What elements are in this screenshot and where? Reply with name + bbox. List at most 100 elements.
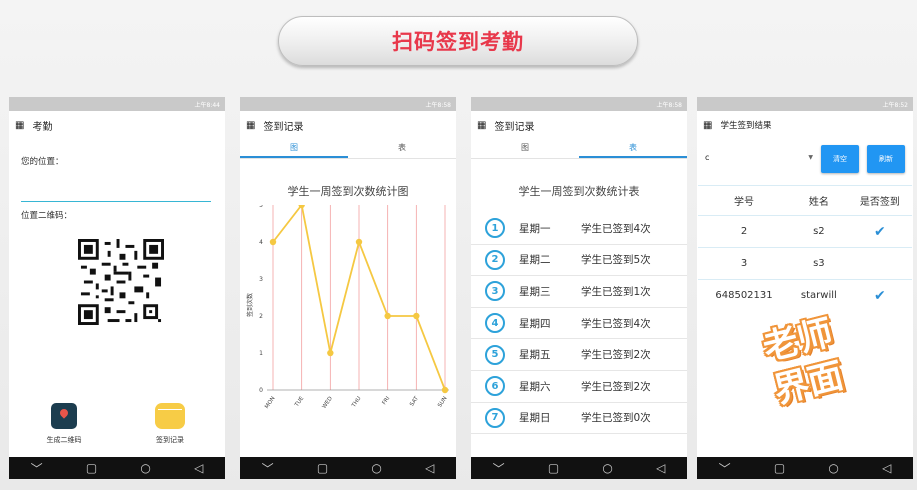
results-table: 学号 姓名 是否签到 2 s2 ✔ 3 s3 648502131 starwill ✔ xyxy=(698,185,912,312)
count-text: 学生已签到0次 xyxy=(581,412,651,425)
refresh-button[interactable]: 刷新 xyxy=(867,145,905,173)
count-text: 学生已签到4次 xyxy=(581,222,651,235)
weekly-list: 1 星期一 学生已签到4次 2 星期二 学生已签到5次 3 星期三 学生已签到1次 4 星期四 学生已… xyxy=(471,213,687,435)
number-circle: 7 xyxy=(485,407,505,428)
back-chevron-icon[interactable]: ﹀ xyxy=(492,461,505,476)
tab-table[interactable]: 表 xyxy=(579,139,687,158)
app-bar: ▦ 签到记录 xyxy=(240,111,456,139)
tab-chart[interactable]: 图 xyxy=(240,139,348,158)
back-chevron-icon[interactable]: ﹀ xyxy=(718,461,731,476)
nav-bar: ﹀ ▢ ○ ◁ xyxy=(471,457,687,479)
number-circle: 1 xyxy=(485,218,505,239)
tab-bar: 图 表 xyxy=(240,139,456,159)
page-title: 学生签到结果 xyxy=(720,121,772,131)
home-square-icon[interactable]: ▢ xyxy=(85,461,98,475)
qr-label: 位置二维码： xyxy=(21,211,73,221)
day-label: 星期日 xyxy=(519,412,551,425)
x-tick-label: WED xyxy=(322,396,334,410)
generate-qr-button[interactable]: 生成二维码 xyxy=(19,403,109,445)
y-tick-label: 5 xyxy=(259,205,263,209)
status-time: 上午8:52 xyxy=(882,101,908,109)
location-field[interactable] xyxy=(21,201,211,202)
triangle-back-icon[interactable]: ◁ xyxy=(425,461,435,475)
header-id: 学号 xyxy=(698,185,791,216)
list-item: 2 星期二 学生已签到5次 xyxy=(471,245,687,277)
phone-attendance: 上午8:44 ▦ 考勤 您的位置： 位置二维码： xyxy=(9,97,225,479)
cell-checked xyxy=(847,247,912,280)
header-name: 姓名 xyxy=(790,185,848,216)
check-icon: ✔ xyxy=(873,223,886,240)
page-title: 考勤 xyxy=(32,121,53,133)
status-bar: 上午8:58 xyxy=(240,97,456,111)
app-icon: ▦ xyxy=(15,119,25,131)
y-tick-label: 0 xyxy=(259,387,263,394)
cell-name: starwill xyxy=(790,279,848,312)
data-point xyxy=(269,238,277,246)
x-tick-label: SAT xyxy=(409,395,420,407)
home-square-icon[interactable]: ▢ xyxy=(547,461,560,475)
tab-table[interactable]: 表 xyxy=(398,143,406,152)
app-icon: ▦ xyxy=(703,119,713,131)
back-chevron-icon[interactable]: ﹀ xyxy=(30,461,43,476)
class-dropdown[interactable]: c ▼ xyxy=(705,145,813,171)
header-checked: 是否签到 xyxy=(847,185,912,216)
clear-button[interactable]: 清空 xyxy=(821,145,859,173)
table-row[interactable]: 2 s2 ✔ xyxy=(698,215,912,248)
count-text: 学生已签到4次 xyxy=(581,317,651,330)
data-point xyxy=(413,312,420,320)
circle-icon[interactable]: ○ xyxy=(828,461,839,475)
banner-title: 扫码签到考勤 xyxy=(392,30,524,54)
list-item: 1 星期一 学生已签到4次 xyxy=(471,213,687,245)
list-item: 6 星期六 学生已签到2次 xyxy=(471,371,687,403)
count-text: 学生已签到5次 xyxy=(581,254,651,267)
status-time: 上午8:44 xyxy=(194,101,220,109)
home-square-icon[interactable]: ▢ xyxy=(316,461,329,475)
line-chart: 0 1 2 3 4 5 签到次数 MON TUE WED THU FRI SAT SUN xyxy=(246,205,449,410)
cell-id: 648502131 xyxy=(698,279,791,312)
controls-row: c ▼ 清空 刷新 xyxy=(697,145,913,175)
day-label: 星期二 xyxy=(519,254,551,267)
status-bar: 上午8:58 xyxy=(471,97,687,111)
cell-name: s2 xyxy=(790,215,848,248)
home-square-icon[interactable]: ▢ xyxy=(773,461,786,475)
phone-records-chart: 上午8:58 ▦ 签到记录 图 表 学生一周签到次数统计图 0 1 2 3 4 5 签到次数… xyxy=(240,97,456,479)
circle-icon[interactable]: ○ xyxy=(371,461,382,475)
x-tick-label: SUN xyxy=(437,396,449,409)
caret-down-icon: ▼ xyxy=(808,154,813,161)
map-pin-icon xyxy=(51,403,77,429)
x-tick-label: TUE xyxy=(294,395,306,409)
data-point xyxy=(355,238,363,246)
cell-id: 2 xyxy=(698,215,791,248)
folder-icon xyxy=(155,403,185,429)
list-item: 5 星期五 学生已签到2次 xyxy=(471,339,687,371)
circle-icon[interactable]: ○ xyxy=(602,461,613,475)
status-time: 上午8:58 xyxy=(425,101,451,109)
table-row[interactable]: 648502131 starwill ✔ xyxy=(698,279,912,312)
status-time: 上午8:58 xyxy=(656,101,682,109)
cell-checked: ✔ xyxy=(847,215,912,248)
triangle-back-icon[interactable]: ◁ xyxy=(194,461,204,475)
y-axis-label: 签到次数 xyxy=(246,293,254,317)
triangle-back-icon[interactable]: ◁ xyxy=(882,461,892,475)
table-row[interactable]: 3 s3 xyxy=(698,247,912,280)
tab-chart[interactable]: 图 xyxy=(521,143,529,152)
table-header: 学号 姓名 是否签到 xyxy=(698,185,912,216)
back-chevron-icon[interactable]: ﹀ xyxy=(261,461,274,476)
records-button[interactable]: 签到记录 xyxy=(125,403,215,445)
data-point xyxy=(384,312,391,320)
generate-qr-label: 生成二维码 xyxy=(46,436,82,444)
data-point xyxy=(441,386,449,394)
app-bar: ▦ 学生签到结果 xyxy=(697,111,913,139)
dropdown-value: c xyxy=(705,153,710,162)
location-label: 您的位置： xyxy=(21,157,64,167)
triangle-back-icon[interactable]: ◁ xyxy=(656,461,666,475)
day-label: 星期三 xyxy=(519,285,551,298)
app-bar: ▦ 签到记录 xyxy=(471,111,687,139)
y-tick-label: 1 xyxy=(259,350,263,357)
x-tick-label: THU xyxy=(351,396,363,410)
circle-icon[interactable]: ○ xyxy=(140,461,151,475)
nav-bar: ﹀ ▢ ○ ◁ xyxy=(697,457,913,479)
day-label: 星期五 xyxy=(519,349,551,362)
count-text: 学生已签到2次 xyxy=(581,380,651,393)
list-item: 4 星期四 学生已签到4次 xyxy=(471,308,687,340)
